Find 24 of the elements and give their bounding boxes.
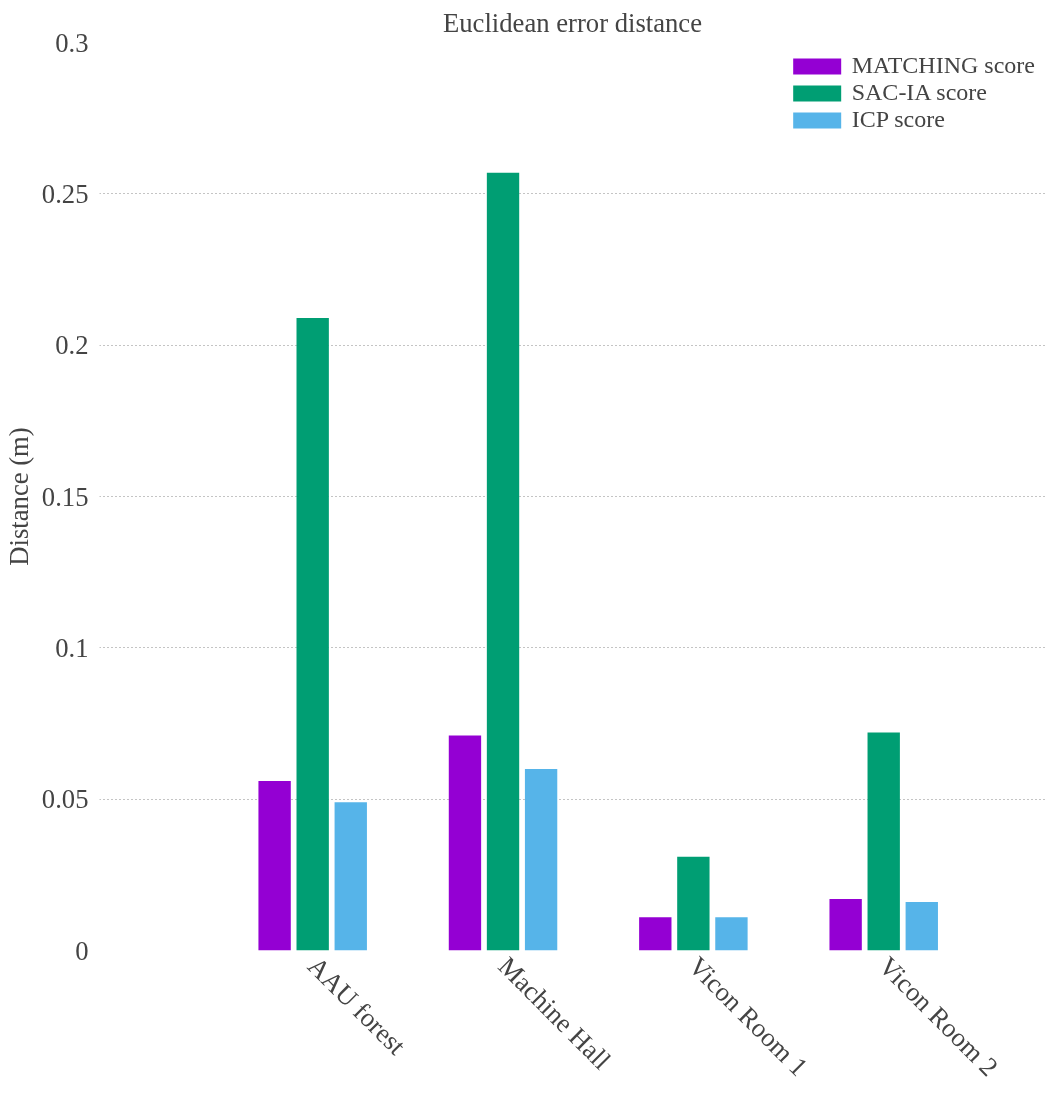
y-tick-label: 0 bbox=[75, 935, 89, 966]
chart-title: Euclidean error distance bbox=[442, 7, 703, 38]
legend-label: MATCHING score bbox=[851, 52, 1035, 79]
y-tick-label: 0.2 bbox=[55, 330, 89, 361]
y-tick-label: 0.3 bbox=[55, 27, 89, 58]
bar bbox=[639, 917, 672, 951]
bar bbox=[677, 856, 710, 951]
y-tick-label: 0.05 bbox=[41, 784, 89, 815]
y-axis-title: Distance (m) bbox=[3, 427, 34, 566]
bar bbox=[486, 172, 520, 951]
y-tick-label: 0.25 bbox=[41, 178, 89, 209]
bar bbox=[334, 802, 367, 951]
bar bbox=[258, 781, 291, 951]
legend-label: ICP score bbox=[851, 106, 945, 133]
y-tick-label: 0.15 bbox=[41, 481, 89, 512]
bar bbox=[448, 735, 482, 951]
bar bbox=[715, 917, 748, 951]
bar bbox=[524, 768, 558, 951]
y-tick-label: 0.1 bbox=[55, 632, 89, 663]
bar bbox=[829, 899, 862, 951]
bar bbox=[867, 732, 900, 951]
bar bbox=[296, 317, 329, 951]
legend-label: SAC-IA score bbox=[851, 79, 988, 106]
bar bbox=[905, 902, 938, 951]
